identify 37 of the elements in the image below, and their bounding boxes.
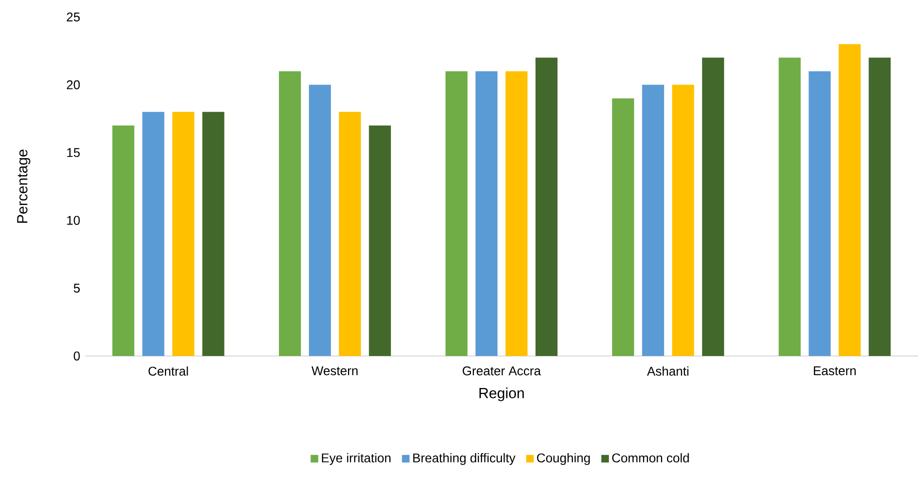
x-tick-label: Greater Accra: [462, 366, 541, 376]
bar: [368, 125, 391, 356]
bar: [446, 71, 468, 356]
legend-label: Common cold: [612, 453, 689, 462]
bar: [808, 71, 831, 356]
bar: [868, 58, 891, 356]
legend-label: Breathing difficulty: [413, 453, 516, 465]
y-tick-label: 25: [66, 12, 80, 22]
bar: [536, 58, 558, 356]
bar: [702, 58, 724, 356]
bar: [778, 58, 801, 356]
y-tick-label: 10: [67, 216, 80, 225]
bar: [202, 112, 224, 356]
x-tick-label: Ashanti: [647, 366, 688, 376]
bar: [838, 44, 861, 356]
x-axis-title: Region: [479, 388, 524, 402]
x-tick-label: Eastern: [814, 366, 856, 376]
bar: [142, 112, 164, 356]
bar: [308, 84, 331, 356]
x-tick-label: Central: [148, 366, 188, 376]
legend-label: Coughing: [537, 453, 590, 465]
y-tick-label: 5: [74, 284, 80, 293]
y-tick-label: 15: [67, 148, 80, 158]
bar: [278, 71, 301, 356]
bar: [672, 84, 694, 356]
bar: [338, 112, 361, 356]
bar: [476, 71, 498, 356]
y-tick-label: 0: [74, 352, 80, 360]
legend-label: Eye irritation: [322, 453, 390, 465]
bar: [642, 84, 664, 356]
bar: [506, 71, 528, 356]
y-axis-title: Percentage: [17, 150, 30, 223]
y-tick-label: 20: [66, 80, 80, 90]
bar: [172, 112, 194, 356]
bar: [112, 125, 134, 356]
x-tick-label: Western: [312, 366, 358, 376]
bar: [612, 98, 634, 356]
